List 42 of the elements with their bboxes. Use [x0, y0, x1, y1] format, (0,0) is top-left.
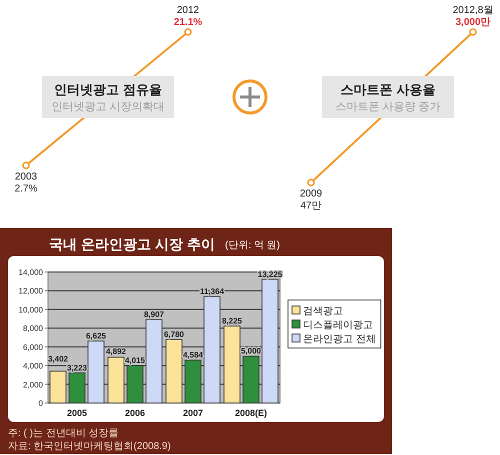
x-tick-label: 2012,8월 [452, 5, 494, 16]
y-tick-label: 8,000 [22, 324, 44, 334]
text: 인터넷광고 시장의확대 [51, 101, 165, 113]
data-label: 5,000 [240, 346, 262, 356]
data-label: 13,225 [258, 270, 283, 279]
text: 자료: 한국인터넷마케팅협회(2008.9) [8, 441, 171, 452]
legend-label: 온라인광고 전체 [303, 334, 376, 345]
chart-title: 국내 온라인광고 시장 추이 [49, 236, 215, 252]
legend-label: 디스플레이광고 [303, 320, 373, 331]
x-tick-label: 2006 [124, 408, 146, 418]
x-tick-label: 2003 [14, 171, 38, 182]
text: 인터넷광고 점유율 [54, 82, 162, 97]
data-label: 2.7% [14, 183, 38, 194]
text: 스마트폰 사용율 [340, 82, 436, 97]
data-label: 21.1% [174, 17, 202, 28]
data-label: 8,907 [144, 310, 165, 320]
y-tick-label: 10,000 [18, 305, 44, 314]
y-tick-label: 6,000 [22, 342, 44, 352]
x-tick-label: 2008(E) [234, 408, 268, 418]
text: 주: ( )는 전년대비 성장률 [8, 428, 119, 439]
data-label: 47만 [300, 200, 322, 212]
data-label: 3,223 [66, 363, 88, 372]
y-tick-label: 4,000 [22, 362, 44, 371]
x-tick-label: 2009 [300, 188, 323, 200]
data-label: 8,225 [222, 316, 243, 326]
y-tick-label: 2,000 [22, 380, 44, 390]
y-tick-label: 0 [38, 399, 44, 408]
y-tick-label: 14,000 [18, 268, 44, 277]
data-label: 6,625 [86, 332, 107, 341]
y-tick-label: 12,000 [18, 286, 44, 296]
x-tick-label: 2012 [176, 5, 200, 16]
data-label: 4,584 [182, 350, 204, 360]
x-tick-label: 2007 [182, 408, 204, 418]
legend-label: 검색광고 [303, 306, 343, 317]
data-label: 3,402 [48, 354, 69, 364]
data-label: 4,015 [124, 356, 146, 365]
x-tick-label: 2005 [66, 408, 88, 418]
text: 스마트폰 사용량 증가 [335, 101, 441, 113]
chart-subtitle: (단위: 억 원) [225, 240, 280, 251]
data-label: 3,000만 [455, 17, 491, 28]
data-label: 4,892 [106, 346, 127, 356]
data-label: 6,780 [164, 330, 185, 340]
